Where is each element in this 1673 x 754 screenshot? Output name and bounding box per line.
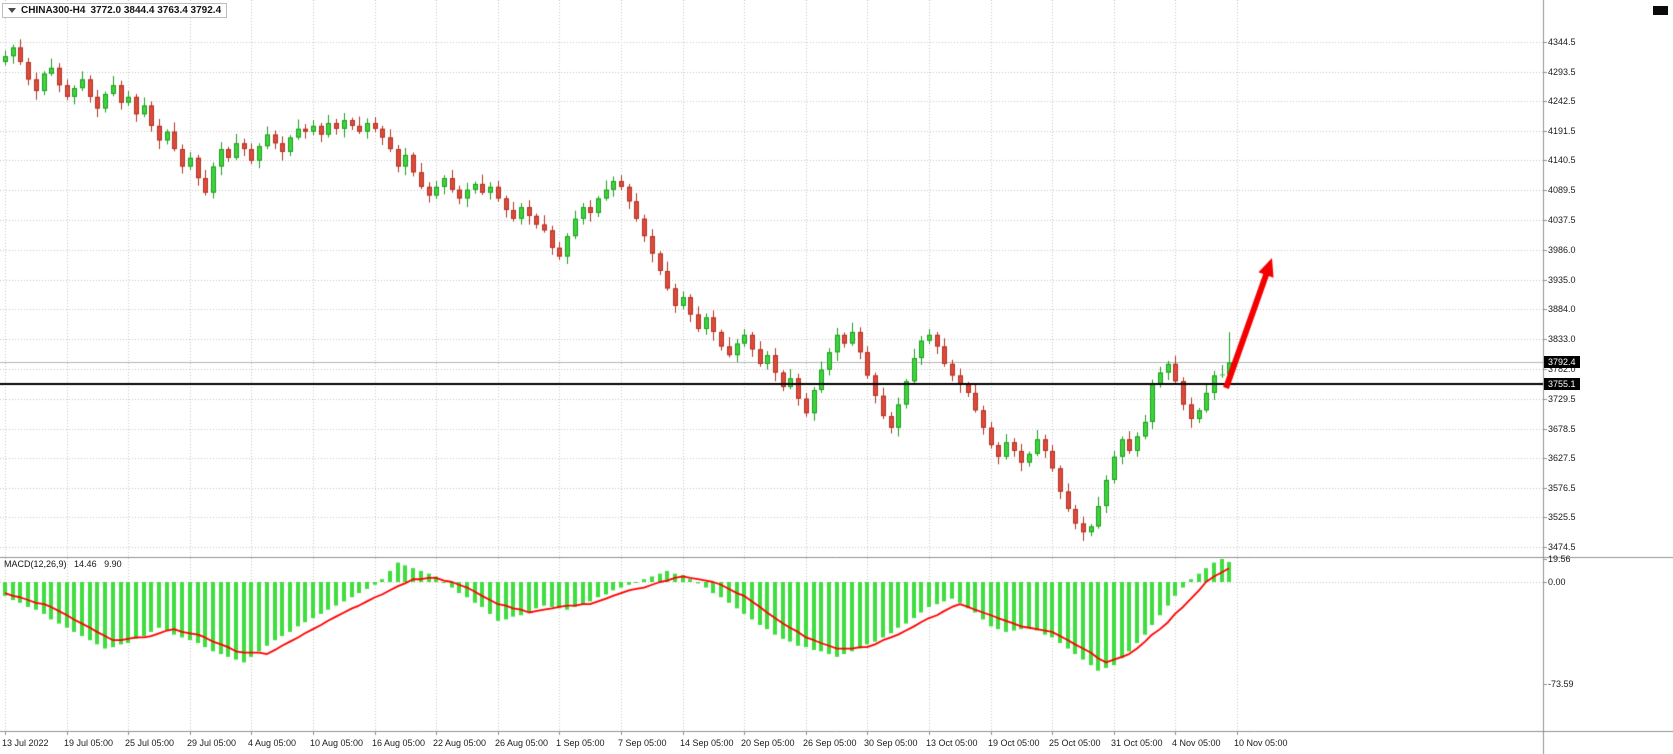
macd-indicator-label: MACD(12,26,9) 14.46 9.90: [4, 559, 127, 569]
symbol-dropdown-icon[interactable]: [8, 8, 16, 13]
macd-name: MACD(12,26,9): [4, 559, 67, 569]
corner-marker: [1653, 6, 1668, 15]
quote-ohlc-values: 3772.0 3844.4 3763.4 3792.4: [90, 5, 222, 16]
symbol-name: CHINA300-H4: [21, 5, 86, 16]
hline-price-tag: 3755.1: [1544, 378, 1580, 390]
symbol-quote-bar[interactable]: CHINA300-H4 3772.0 3844.4 3763.4 3792.4: [2, 3, 228, 18]
bid-price-tag: 3792.4: [1544, 356, 1580, 368]
macd-signal-value: 9.90: [104, 559, 122, 569]
macd-main-value: 14.46: [74, 559, 97, 569]
